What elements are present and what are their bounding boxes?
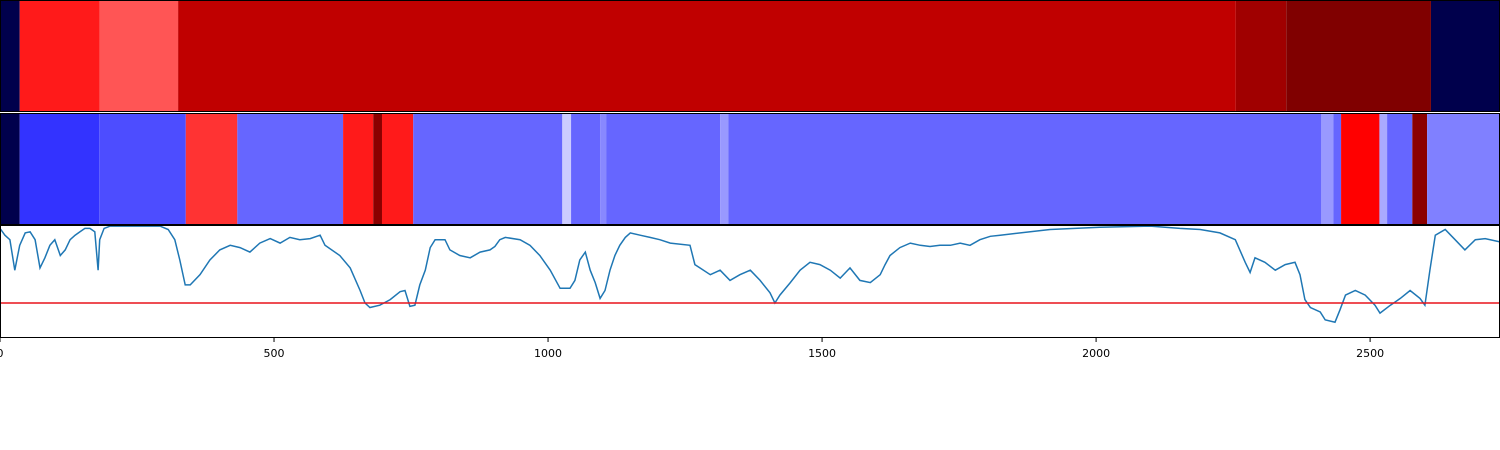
band-segment: [381, 113, 414, 225]
band-segment: [413, 113, 563, 225]
band-segment: [1412, 113, 1428, 225]
band-segment: [562, 113, 572, 225]
x-tick-label: 0: [0, 347, 4, 360]
band-segment: [1286, 0, 1431, 112]
band-segment: [178, 0, 1236, 112]
x-tick-label: 2500: [1356, 347, 1384, 360]
band-segment: [343, 113, 374, 225]
series-line: [0, 225, 1500, 324]
x-tick-label: 500: [264, 347, 285, 360]
band-segment: [1379, 113, 1388, 225]
band-segment: [600, 113, 607, 225]
x-tick-label: 1500: [808, 347, 836, 360]
band-segment: [1333, 113, 1342, 225]
band-segment: [1427, 113, 1500, 225]
band-segment: [720, 113, 729, 225]
band-segment: [728, 113, 1322, 225]
band-segment: [0, 0, 20, 112]
band-segment: [606, 113, 721, 225]
band-segment: [571, 113, 601, 225]
band-segment: [185, 113, 238, 225]
band-segment: [0, 113, 20, 225]
panel-frame: [0, 225, 1500, 338]
band-segment: [19, 113, 100, 225]
band-segment: [237, 113, 344, 225]
band-segment: [1341, 113, 1380, 225]
band-segment: [1321, 113, 1334, 225]
band-segment: [99, 0, 179, 112]
band-segment: [1235, 0, 1287, 112]
x-tick-label: 2000: [1082, 347, 1110, 360]
band-segment: [19, 0, 100, 112]
band-segment: [99, 113, 186, 225]
band-segment: [1430, 0, 1500, 112]
x-tick-label: 1000: [534, 347, 562, 360]
band-segment: [1387, 113, 1413, 225]
band-segment: [373, 113, 382, 225]
